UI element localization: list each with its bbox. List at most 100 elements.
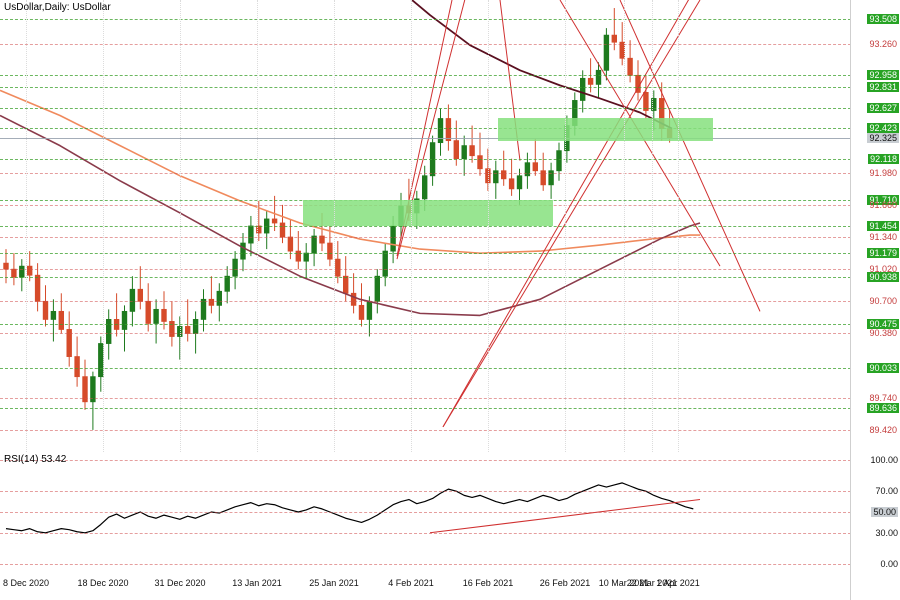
candle: [643, 75, 649, 119]
price-axis-label: 93.508: [867, 14, 899, 25]
price-axis-label: 91.454: [867, 220, 899, 231]
candle: [335, 241, 341, 284]
time-gridline: [624, 0, 625, 452]
ma-slow-line: [0, 114, 701, 317]
time-gridline: [411, 0, 412, 452]
candle: [508, 158, 515, 196]
candle: [548, 162, 554, 199]
price-level-line: [0, 87, 851, 89]
price-axis-label: 89.740: [869, 392, 897, 403]
trend-line: [442, 0, 690, 428]
candle: [200, 289, 207, 332]
trend-line: [619, 0, 761, 312]
candle: [240, 233, 246, 272]
price-gridline: [0, 44, 851, 46]
candle: [34, 263, 41, 312]
candle: [327, 226, 333, 267]
candle: [627, 40, 633, 83]
candle: [603, 28, 610, 81]
price-axis-label: 89.420: [869, 424, 897, 435]
price-axis-label: 92.118: [868, 153, 899, 164]
candle: [461, 135, 467, 176]
price-axis-label: 91.340: [869, 232, 897, 243]
candle: [121, 305, 128, 352]
candle: [358, 283, 365, 327]
candle: [232, 251, 238, 290]
candle: [556, 142, 562, 181]
time-gridline: [103, 0, 104, 452]
rsi-plot-area[interactable]: [0, 452, 851, 600]
lower-support-zone: [303, 199, 553, 226]
time-axis-label: 26 Feb 2021: [539, 578, 591, 588]
time-axis: 8 Dec 2020 18 Dec 2020 31 Dec 2020 13 Jan 2…: [0, 572, 851, 600]
price-level-line: [0, 277, 851, 279]
candle: [113, 293, 120, 337]
candle: [611, 8, 617, 51]
price-axis-label: 92.831: [867, 82, 899, 93]
price-axis-label: 90.700: [869, 296, 897, 307]
candle: [153, 299, 159, 344]
rsi-axis-label: 70.00: [875, 486, 898, 497]
price-axis-label: 90.938: [867, 272, 899, 283]
price-level-line: [0, 128, 851, 130]
candle: [161, 291, 167, 330]
price-level-line: [0, 253, 851, 255]
candle: [493, 160, 499, 199]
candle: [192, 311, 199, 354]
candle: [184, 299, 191, 342]
time-gridline: [652, 0, 653, 452]
price-axis-label: 91.660: [869, 199, 897, 210]
rsi-title: RSI(14) 53.42: [4, 454, 67, 465]
rsi-axis-label: 100.00: [870, 455, 898, 465]
time-gridline: [257, 0, 258, 452]
candle: [26, 251, 33, 282]
price-scale[interactable]: 93.508 93.260 92.958 92.831 92.627 92.423 92.3…: [850, 0, 900, 452]
price-axis-label: 91.710: [867, 194, 899, 205]
candle: [516, 168, 523, 205]
price-level-line: [0, 408, 851, 410]
candle: [429, 135, 436, 186]
price-axis-label: 91.179: [867, 248, 899, 259]
time-axis-label: 1 Apr 2021: [656, 578, 700, 588]
upper-supply-zone: [498, 117, 713, 141]
time-gridline: [334, 0, 335, 452]
candle: [382, 243, 388, 287]
price-level-line: [0, 19, 851, 21]
price-gridline: [0, 269, 851, 271]
time-axis-label: 10 Mar 2021: [598, 578, 650, 588]
time-axis-label: 22 Mar 2021: [626, 578, 678, 588]
price-axis-label: 91.980: [869, 167, 897, 178]
price-level-line: [0, 225, 851, 227]
price-level-line: [0, 74, 851, 76]
candle: [303, 243, 309, 280]
candle: [263, 210, 270, 250]
price-axis-label: 92.423: [867, 123, 899, 134]
candle: [19, 259, 25, 292]
rsi-axis-label: 30.00: [875, 527, 898, 538]
candle: [58, 293, 64, 334]
price-level-line: [0, 158, 851, 160]
price-plot-area[interactable]: [0, 0, 851, 452]
price-axis-label: 90.033: [867, 363, 899, 374]
candle: [224, 266, 230, 304]
rsi-gridline: [0, 460, 851, 461]
price-axis-label: 89.636: [867, 403, 899, 414]
candle: [311, 229, 317, 267]
candle: [106, 309, 112, 360]
rsi-scale: 100.00 70.00 50.00 30.00 0.00: [850, 452, 900, 600]
candle: [74, 336, 80, 387]
candle: [216, 283, 222, 322]
time-gridline: [678, 0, 679, 452]
price-gridline: [0, 301, 851, 303]
candle: [580, 70, 586, 113]
candle: [485, 148, 491, 191]
candle: [524, 152, 531, 189]
trend-line: [442, 0, 701, 428]
candle: [42, 285, 49, 327]
price-level-line: [0, 323, 851, 325]
time-gridline: [26, 0, 27, 452]
candle: [532, 138, 538, 176]
time-axis-label: 8 Dec 2020: [2, 578, 50, 588]
rsi-series-svg: [5, 482, 701, 534]
